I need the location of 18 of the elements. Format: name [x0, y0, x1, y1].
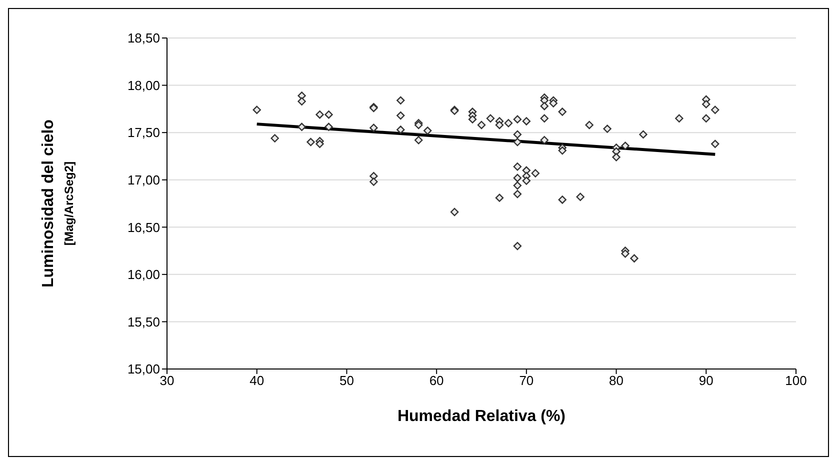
x-tick-label: 50 [339, 373, 354, 388]
y-axis-title: Luminosidad del cielo [Mag/ArcSeg2] [40, 119, 76, 288]
y-tick-label: 15,50 [127, 314, 160, 330]
y-tick-label: 17,00 [127, 172, 160, 188]
y-tick-label: 18,00 [127, 78, 160, 93]
y-tick-label: 18,50 [127, 30, 160, 46]
x-axis-title: Humedad Relativa (%) [397, 408, 566, 425]
x-tick-label: 60 [429, 373, 444, 388]
x-tick-label: 30 [160, 373, 174, 388]
y-tick-label: 17,50 [127, 125, 160, 140]
y-tick-label: 16,50 [127, 220, 160, 235]
y-tick-label: 15,00 [127, 362, 160, 377]
x-tick-label: 40 [250, 373, 264, 388]
y-tick-label: 16,00 [127, 267, 160, 282]
x-tick-label: 70 [519, 373, 534, 388]
x-tick-label: 90 [698, 373, 714, 388]
x-tick-label: 100 [785, 373, 807, 388]
x-tick-label: 80 [609, 373, 624, 388]
